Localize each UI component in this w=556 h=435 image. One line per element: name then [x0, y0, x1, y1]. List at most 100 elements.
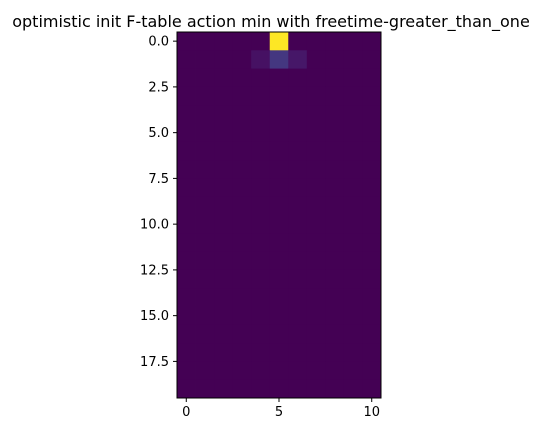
heatmap-cell [269, 306, 289, 326]
heatmap-cell [362, 251, 382, 271]
heatmap-cell [195, 215, 215, 234]
heatmap-cell [288, 123, 308, 143]
heatmap-cell [195, 141, 215, 161]
heatmap-cell [214, 215, 234, 234]
heatmap-cell [251, 288, 271, 307]
heatmap-cell [325, 50, 345, 69]
y-tick-label: 2.5 [148, 80, 169, 95]
heatmap-cell [306, 361, 326, 381]
heatmap-cell [306, 215, 326, 234]
heatmap-cell [177, 233, 196, 252]
heatmap-cell [251, 68, 271, 88]
heatmap-cell [251, 123, 271, 143]
heatmap-cell [288, 32, 308, 51]
y-tick-label: 5.0 [148, 126, 169, 141]
heatmap-cell [232, 343, 252, 362]
heatmap-cell [343, 306, 363, 326]
heatmap-cell [232, 306, 252, 326]
heatmap-cell [195, 123, 215, 143]
heatmap-cell [177, 379, 196, 399]
heatmap-cell [306, 160, 326, 179]
heatmap-cell [269, 50, 289, 69]
heatmap-cell [177, 251, 196, 271]
heatmap-cell [325, 306, 345, 326]
heatmap-cell [306, 196, 326, 216]
heatmap-cell [251, 269, 271, 289]
heatmap-cell [325, 343, 345, 362]
heatmap-cell [177, 288, 196, 307]
heatmap-cell [362, 306, 382, 326]
heatmap-cell [177, 324, 196, 344]
heatmap-cell [343, 343, 363, 362]
heatmap-cell [195, 379, 215, 399]
heatmap-cell [195, 68, 215, 88]
heatmap-cell [251, 379, 271, 399]
heatmap-cell [177, 141, 196, 161]
heatmap-cell [214, 233, 234, 252]
heatmap-cell [251, 251, 271, 271]
heatmap-cell [288, 178, 308, 198]
heatmap-cell [232, 215, 252, 234]
heatmap-cell [177, 361, 196, 381]
heatmap-cell [269, 379, 289, 399]
heatmap-cell [325, 123, 345, 143]
heatmap-cell [232, 86, 252, 106]
heatmap-cell [251, 141, 271, 161]
heatmap-cell [343, 215, 363, 234]
heatmap-cell [269, 32, 289, 51]
heatmap-cell [195, 178, 215, 198]
heatmap-cell [251, 306, 271, 326]
heatmap-cell [214, 32, 234, 51]
heatmap-cell [269, 141, 289, 161]
heatmap-cell [362, 361, 382, 381]
heatmap-cell [251, 361, 271, 381]
heatmap-cell [195, 32, 215, 51]
heatmap-cell [232, 178, 252, 198]
heatmap-cell [269, 288, 289, 307]
heatmap-cell [269, 215, 289, 234]
y-tick-label: 12.5 [140, 263, 169, 278]
y-tick-label: 0.0 [148, 35, 169, 50]
heatmap-cell [288, 160, 308, 179]
heatmap-cell [214, 343, 234, 362]
heatmap-cell [251, 178, 271, 198]
heatmap-cell [362, 288, 382, 307]
heatmap-cell [343, 50, 363, 69]
y-tick-label: 17.5 [140, 355, 169, 370]
heatmap-cell [343, 269, 363, 289]
heatmap-cell [325, 105, 345, 124]
heatmap-cell [325, 288, 345, 307]
heatmap-cell [306, 306, 326, 326]
heatmap-cell [214, 196, 234, 216]
heatmap-cell [177, 269, 196, 289]
heatmap-cell [195, 86, 215, 106]
heatmap-cell [214, 178, 234, 198]
x-tick-label: 0 [182, 405, 190, 420]
heatmap-cell [195, 288, 215, 307]
heatmap-cell [343, 141, 363, 161]
heatmap-cell [251, 233, 271, 252]
heatmap-cell [177, 196, 196, 216]
x-tick-label: 10 [363, 405, 380, 420]
heatmap-cell [214, 269, 234, 289]
heatmap-cell [288, 324, 308, 344]
heatmap-cell [232, 32, 252, 51]
heatmap-cell [306, 269, 326, 289]
heatmap-cell [306, 141, 326, 161]
heatmap-cell [269, 178, 289, 198]
chart-title: optimistic init F-table action min with … [12, 12, 530, 32]
heatmap-cell [343, 32, 363, 51]
heatmap-cell [269, 233, 289, 252]
heatmap-cell [177, 50, 196, 69]
heatmap-cell [288, 379, 308, 399]
x-tick-label: 5 [275, 405, 283, 420]
heatmap-cell [269, 324, 289, 344]
heatmap-cell [251, 50, 271, 69]
heatmap-cell [232, 288, 252, 307]
heatmap-cell [325, 269, 345, 289]
heatmap-cell [232, 105, 252, 124]
heatmap-cell [362, 233, 382, 252]
heatmap-cell [232, 123, 252, 143]
heatmap-cell [195, 324, 215, 344]
heatmap-cell [288, 105, 308, 124]
